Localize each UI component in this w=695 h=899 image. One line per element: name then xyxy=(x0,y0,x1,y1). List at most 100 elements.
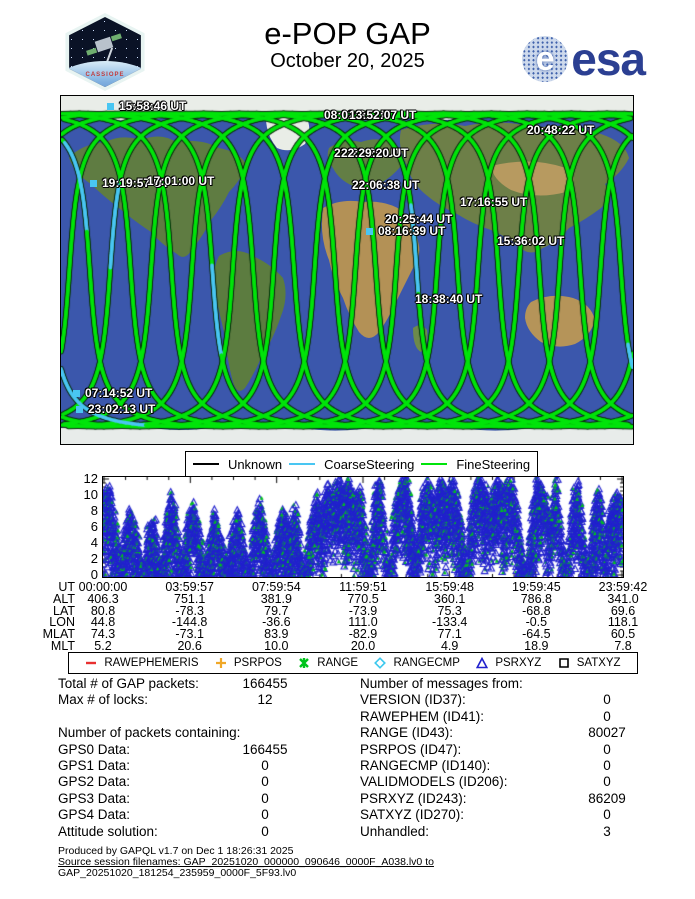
stat-value: 0 xyxy=(261,757,269,773)
table-cell: 751.1 xyxy=(174,591,206,606)
coarse-steering-marker xyxy=(90,180,97,187)
legend-item-rawephemeris: RAWEPHEMERIS xyxy=(85,657,199,669)
row-header: LON xyxy=(49,615,75,630)
stat-row: GPS3 Data: 0 xyxy=(58,791,298,807)
stat-label: Number of messages from: xyxy=(360,676,523,691)
stat-row: Number of packets containing: xyxy=(58,725,298,741)
row-header: ALT xyxy=(53,591,75,606)
stat-label: VALIDMODELS (ID206): xyxy=(360,774,508,790)
produced-by-line: Produced by GAPQL v1.7 on Dec 1 18:26:31… xyxy=(58,845,294,857)
legend-label: FineSteering xyxy=(456,456,531,472)
table-cell: 74.3 xyxy=(90,627,116,642)
stat-label: Total # of GAP packets: xyxy=(58,676,199,691)
y-axis-label: GPS Locks xyxy=(0,562,62,577)
diamond-marker-icon xyxy=(374,657,387,669)
patch-label: CASSIOPE xyxy=(85,72,125,78)
stat-label: Unhandled: xyxy=(360,823,430,839)
table-cell: -82.9 xyxy=(348,627,378,642)
stat-row: Total # of GAP packets: 166455 xyxy=(58,676,298,692)
stat-label: GPS1 Data: xyxy=(58,757,131,773)
esa-globe-icon: e xyxy=(522,36,569,82)
stat-label: RANGE (ID43): xyxy=(360,725,454,741)
table-cell: 69.6 xyxy=(610,603,636,618)
stat-label: PSRPOS (ID47): xyxy=(360,741,462,757)
table-row-alt: ALT 406.3 751.1 381.9 770.5 360.1 786.8 341.0 xyxy=(0,591,695,606)
pass-time-label: 22:23:20 UT xyxy=(334,146,402,160)
stat-value: 0 xyxy=(261,823,269,839)
table-cell: 786.8 xyxy=(520,591,552,606)
table-cell: 80.8 xyxy=(90,603,116,618)
dash-marker-icon xyxy=(86,661,97,665)
pass-time-label: 22:06:38 UT xyxy=(352,178,420,192)
table-cell: 10.0 xyxy=(264,639,289,653)
stat-label: Number of packets containing: xyxy=(58,725,241,741)
stat-label: GPS3 Data: xyxy=(58,790,131,806)
table-cell: -68.8 xyxy=(522,603,551,618)
packet-stats: Total # of GAP packets: 166455 Max # of lo… xyxy=(58,676,298,840)
row-header: MLAT xyxy=(42,627,75,642)
table-cell: 7.8 xyxy=(614,639,632,653)
legend-label: RANGE xyxy=(317,657,359,669)
table-cell: -133.4 xyxy=(431,615,468,630)
x-marker-icon xyxy=(299,658,310,668)
stat-value: 0 xyxy=(603,692,611,708)
stat-label: Max # of locks: xyxy=(58,692,149,708)
pass-time-label: 15:36:02 UT xyxy=(497,234,565,248)
table-cell: 83.9 xyxy=(264,627,289,642)
pass-time-label: 08:02:31 UT xyxy=(324,108,392,122)
stat-row: Number of messages from: xyxy=(360,676,620,692)
stat-label: PSRXYZ (ID243): xyxy=(360,790,467,806)
table-cell: 79.7 xyxy=(264,603,289,618)
stat-label: SATXYZ (ID270): xyxy=(360,807,465,823)
pass-time-label: 17:01:00 UT xyxy=(147,174,215,188)
report-date: October 20, 2025 xyxy=(270,50,425,72)
stat-row: VERSION (ID37): 0 xyxy=(360,692,620,708)
stat-row: Max # of locks: 12 xyxy=(58,692,298,708)
table-cell: -73.9 xyxy=(348,603,378,618)
table-cell: -73.1 xyxy=(175,627,204,642)
row-header: LAT xyxy=(53,603,75,618)
table-cell: 118.1 xyxy=(607,615,639,630)
table-cell: 20.6 xyxy=(177,639,202,653)
stat-row: RANGE (ID43): 80027 xyxy=(360,725,626,741)
y-tick-label: 0 xyxy=(90,567,98,582)
legend-item-coarsesteering: CoarseSteering xyxy=(289,457,414,472)
stat-value: 166455 xyxy=(242,676,288,691)
table-cell: 00:00:00 xyxy=(78,580,128,594)
table-row-mlat: MLAT 74.3 -73.1 83.9 -82.9 77.1 -64.5 60.5 xyxy=(0,627,695,642)
source-files-line1: Source session filenames: GAP_20251020_0… xyxy=(58,856,434,869)
esa-e: e xyxy=(535,39,555,78)
y-tick-label: 2 xyxy=(90,551,98,566)
satellite-ground-tracks xyxy=(61,96,633,444)
pass-time-label: 15:58:46 UT xyxy=(119,99,187,113)
table-cell: 341.0 xyxy=(607,591,639,606)
message-stats: Number of messages from: VERSION (ID37): 0… xyxy=(360,676,626,840)
table-cell: 60.5 xyxy=(610,627,636,642)
stat-value: 0 xyxy=(261,774,269,790)
table-cell: -144.8 xyxy=(171,615,208,630)
pass-time-label: 17:16:55 UT xyxy=(460,195,528,209)
line-swatch-icon xyxy=(289,463,316,465)
coarse-steering-marker xyxy=(76,406,83,413)
table-cell: 75.3 xyxy=(437,603,462,618)
stat-label: RAWEPHEM (ID41): xyxy=(360,708,485,724)
stat-value: 0 xyxy=(603,757,611,773)
legend-item-finesteering: FineSteering xyxy=(421,457,530,472)
table-row-mlt: MLT 5.2 20.6 10.0 20.0 4.9 18.9 7.8 xyxy=(0,639,695,653)
stat-row: GPS1 Data: 0 xyxy=(58,758,298,774)
pass-time-label: 13:52:07 UT xyxy=(349,108,417,122)
stat-row xyxy=(58,709,298,725)
legend-item-psrxyz: PSRXYZ xyxy=(476,657,541,669)
table-cell: 11:59:51 xyxy=(339,580,387,594)
steering-legend: Unknown CoarseSteering FineSteering xyxy=(185,451,538,477)
line-swatch-icon xyxy=(421,463,448,465)
coarse-steering-marker xyxy=(107,103,114,110)
pass-time-label: 20:25:44 UT xyxy=(385,212,453,226)
footer: Produced by GAPQL v1.7 on Dec 1 18:26:31… xyxy=(58,845,434,880)
row-header: UT xyxy=(58,580,75,594)
table-cell: 19:59:45 xyxy=(512,580,561,594)
table-cell: -36.6 xyxy=(262,615,291,630)
pass-time-label: 23:02:13 UT xyxy=(88,402,156,416)
table-cell: -0.5 xyxy=(525,615,548,630)
